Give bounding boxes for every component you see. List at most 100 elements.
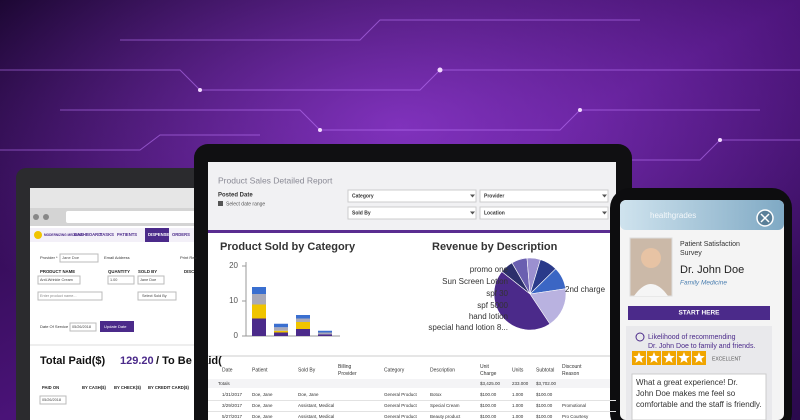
column-header: Patient: [252, 367, 268, 373]
cell: 5/27/2017: [222, 414, 243, 419]
phone-header: [620, 200, 784, 230]
cell: $3,702.00: [536, 381, 557, 386]
bar-segment: [274, 330, 288, 333]
question: Dr. John Doe to family and friends.: [648, 343, 755, 350]
pie-label: hand lotion: [469, 312, 508, 321]
address-bar: [66, 211, 200, 223]
update-button[interactable]: [100, 321, 134, 332]
column-header: Date: [222, 367, 233, 373]
survey-title: Patient Satisfaction: [680, 241, 740, 248]
column-header: BY CASH($): [82, 385, 106, 390]
filter-label: Location: [484, 210, 505, 216]
column-header: QUANTITY: [108, 269, 130, 274]
label: Date Of Service: [40, 324, 69, 329]
comment-line: John Doe makes me feel so: [636, 389, 736, 398]
cell: Special Cream: [430, 403, 460, 408]
label: MODERNIZING MEDICINE: [44, 233, 83, 237]
filter-box[interactable]: [479, 206, 609, 220]
bar-segment: [274, 327, 288, 331]
cell: Botox: [430, 392, 442, 397]
input: [39, 395, 67, 405]
photo-face: [641, 248, 661, 268]
filter-label: Sold By: [352, 210, 371, 216]
column-header: BY CREDIT CARD($): [148, 385, 189, 390]
column-header: Category: [384, 367, 405, 373]
label: Provider *: [40, 255, 58, 260]
dropdown-arrow: [602, 194, 607, 198]
active-tab: [145, 228, 169, 242]
bar-segment: [296, 322, 310, 329]
pie-label: spf 30: [486, 289, 508, 298]
bar-segment: [252, 294, 266, 305]
input[interactable]: [37, 291, 103, 301]
cell: $100.00: [480, 403, 497, 408]
cell: Assistant, Medical: [298, 403, 334, 408]
filter-box[interactable]: [479, 189, 609, 203]
dropdown-arrow: [470, 211, 475, 215]
column-header: PAID ON: [42, 385, 59, 390]
nav-item: DASHBOARD: [74, 232, 101, 237]
cell: General Product: [384, 392, 418, 397]
sparks: [198, 67, 722, 142]
photo-coat: [634, 284, 668, 296]
nav-item: ORDERS: [172, 232, 190, 237]
pie-label: special hand lotion 8...: [428, 323, 508, 332]
logo: healthgrades: [650, 211, 696, 220]
nav-button[interactable]: [43, 214, 49, 220]
bar-segment: [296, 315, 310, 319]
cell: 3/29/2017: [222, 403, 243, 408]
y-tick-label: 0: [234, 331, 239, 340]
label: / To Be Paid(: [156, 355, 222, 367]
column-header: PRODUCT NAME: [40, 269, 75, 274]
input: [69, 322, 97, 332]
pie-label: promo one: [470, 265, 509, 274]
input[interactable]: [137, 291, 177, 301]
cell: Promotional: [562, 403, 586, 408]
column-header: DISC: [184, 269, 194, 274]
pie-slice: [493, 271, 551, 331]
totals-row: [208, 379, 616, 388]
cell: Doe, Jane: [252, 403, 273, 408]
star: [648, 352, 660, 363]
survey-title: Survey: [680, 250, 702, 257]
cell: General Product: [384, 414, 418, 419]
column-header: Billing: [338, 364, 352, 370]
star: [633, 352, 645, 363]
label: Email Address: [104, 255, 130, 260]
accent-line: [208, 230, 616, 233]
input[interactable]: [59, 253, 99, 263]
cell: 1.000: [512, 403, 524, 408]
cell: 1/31/2017: [222, 392, 243, 397]
cell: 1.000: [512, 392, 524, 397]
cell: $100.00: [480, 392, 497, 397]
pie-label: 2nd charge: [565, 285, 606, 294]
star: [693, 352, 705, 363]
label: Totals: [218, 381, 231, 386]
label: Posted Date: [218, 193, 253, 199]
column-header: Unit: [480, 364, 490, 370]
bar-segment: [296, 318, 310, 322]
nav-button[interactable]: [33, 214, 39, 220]
cell: $3,425.00: [480, 381, 501, 386]
y-tick-label: 20: [229, 261, 238, 270]
label: 05/26/2018: [42, 398, 61, 402]
label: Total Paid($): [40, 355, 106, 367]
filter-box[interactable]: [347, 206, 477, 220]
cell: Doe, Jane: [298, 392, 319, 397]
comment-box[interactable]: [631, 373, 767, 420]
cell: Pro Courtesy: [562, 414, 589, 419]
nav-item: TASKS: [100, 232, 114, 237]
label: Anti-Wrinkle Cream: [40, 278, 73, 282]
column-header: Discount: [562, 364, 582, 370]
input: [137, 275, 165, 285]
cell: 233.000: [512, 381, 529, 386]
label: Dr. John Doe: [680, 264, 744, 276]
column-header: Units: [512, 367, 524, 373]
bar-segment: [296, 329, 310, 336]
filter-box[interactable]: [347, 189, 477, 203]
bar-segment: [274, 323, 288, 328]
close-icon: [760, 213, 770, 223]
start-button[interactable]: [628, 306, 770, 320]
laptop-screen: [30, 188, 202, 420]
